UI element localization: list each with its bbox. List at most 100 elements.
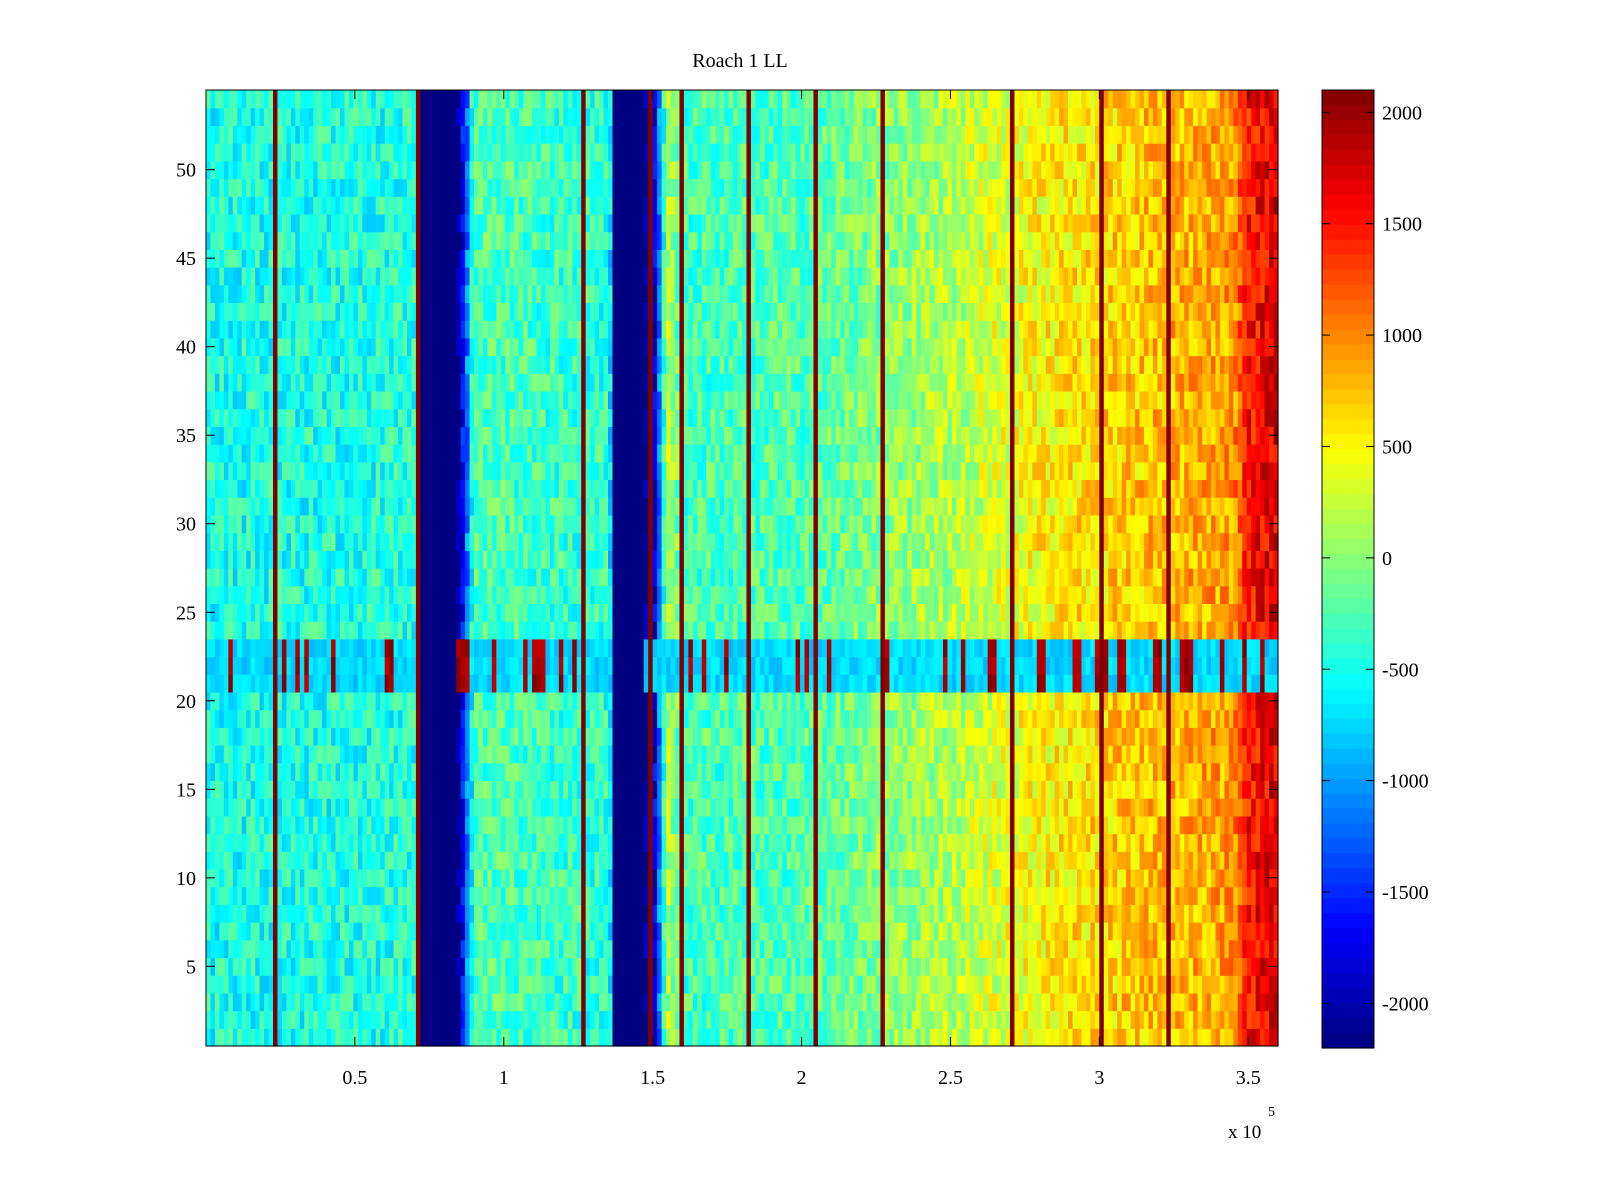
heatmap-cell	[616, 868, 622, 888]
heatmap-cell	[456, 213, 462, 233]
heatmap-cell	[572, 674, 578, 693]
heatmap-cell	[313, 992, 319, 1012]
heatmap-cell	[567, 727, 573, 746]
heatmap-cell	[451, 992, 457, 1012]
heatmap-cell	[616, 886, 622, 905]
heatmap-cell	[322, 497, 328, 516]
heatmap-cell	[545, 337, 551, 357]
heatmap-cell	[398, 497, 404, 516]
heatmap-cell	[514, 992, 520, 1012]
heatmap-cell	[246, 461, 252, 481]
heatmap-cell	[491, 638, 497, 658]
heatmap-cell	[509, 1010, 515, 1029]
heatmap-cell	[340, 568, 346, 587]
heatmap-cell	[438, 231, 444, 250]
heatmap-cell	[496, 479, 502, 498]
heatmap-cell	[514, 355, 520, 374]
heatmap-cell	[246, 603, 252, 622]
heatmap-cell	[438, 868, 444, 888]
heatmap-cell	[608, 249, 614, 268]
heatmap-cell	[371, 603, 377, 622]
heatmap-cell	[541, 1010, 547, 1029]
heatmap-cell	[545, 638, 551, 658]
heatmap-cell	[433, 851, 439, 870]
heatmap-cell	[594, 355, 600, 374]
heatmap-cell	[505, 992, 511, 1012]
heatmap-cell	[344, 1010, 350, 1029]
heatmap-cell	[344, 709, 350, 728]
heatmap-cell	[219, 320, 225, 339]
heatmap-cell	[420, 851, 426, 870]
heatmap-cell	[438, 762, 444, 782]
heatmap-cell	[259, 851, 265, 870]
heatmap-cell	[241, 514, 247, 534]
heatmap-cell	[576, 745, 582, 764]
heatmap-cell	[532, 1028, 538, 1047]
heatmap-cell	[420, 691, 426, 711]
heatmap-cell	[326, 337, 332, 357]
heatmap-cell	[322, 886, 328, 905]
heatmap-cell	[304, 461, 310, 481]
heatmap-cell	[509, 514, 515, 534]
heatmap-cell	[389, 337, 395, 357]
heatmap-cell	[523, 833, 529, 852]
heatmap-cell	[549, 373, 555, 392]
heatmap-cell	[482, 284, 488, 304]
heatmap-cell	[237, 904, 243, 923]
heatmap-cell	[246, 125, 252, 144]
heatmap-cell	[594, 90, 600, 109]
heatmap-cell	[380, 815, 386, 835]
heatmap-cell	[541, 904, 547, 923]
heatmap-cell	[496, 709, 502, 728]
heatmap-cell	[393, 143, 399, 162]
heatmap-cell	[536, 302, 542, 321]
heatmap-cell	[558, 691, 564, 711]
heatmap-cell	[590, 762, 596, 782]
heatmap-cell	[214, 780, 220, 799]
heatmap-cell	[532, 320, 538, 339]
heatmap-cell	[491, 922, 497, 941]
heatmap-cell	[563, 444, 569, 463]
heatmap-cell	[277, 621, 283, 640]
heatmap-cell	[411, 621, 417, 640]
heatmap-cell	[281, 868, 287, 888]
heatmap-cell	[389, 975, 395, 994]
heatmap-cell	[612, 514, 618, 534]
heatmap-cell	[460, 762, 466, 782]
heatmap-cell	[286, 390, 292, 410]
heatmap-cell	[304, 426, 310, 445]
heatmap-cell	[491, 691, 497, 711]
heatmap-cell	[545, 745, 551, 764]
heatmap-cell	[366, 833, 372, 852]
heatmap-cell	[237, 709, 243, 728]
heatmap-cell	[322, 479, 328, 498]
heatmap-cell	[237, 160, 243, 180]
heatmap-cell	[393, 461, 399, 481]
heatmap-cell	[375, 603, 381, 622]
heatmap-cell	[603, 674, 609, 693]
heatmap-cell	[340, 638, 346, 658]
heatmap-cell	[317, 143, 323, 162]
heatmap-cell	[223, 178, 229, 197]
heatmap-cell	[608, 267, 614, 286]
heatmap-cell	[398, 674, 404, 693]
heatmap-cell	[223, 922, 229, 941]
heatmap-cell	[424, 267, 430, 286]
heatmap-cell	[447, 638, 453, 658]
heatmap-cell	[353, 727, 359, 746]
heatmap-cell	[572, 568, 578, 587]
heatmap-cell	[250, 90, 256, 109]
heatmap-cell	[447, 780, 453, 799]
heatmap-cell	[353, 815, 359, 835]
heatmap-cell	[357, 585, 363, 605]
heatmap-cell	[585, 780, 591, 799]
heatmap-cell	[299, 851, 305, 870]
heatmap-cell	[447, 249, 453, 268]
heatmap-cell	[576, 603, 582, 622]
heatmap-cell	[290, 337, 296, 357]
heatmap-cell	[590, 373, 596, 392]
heatmap-cell	[250, 514, 256, 534]
heatmap-cell	[500, 939, 506, 959]
heatmap-cell	[456, 1028, 462, 1047]
heatmap-cell	[411, 745, 417, 764]
